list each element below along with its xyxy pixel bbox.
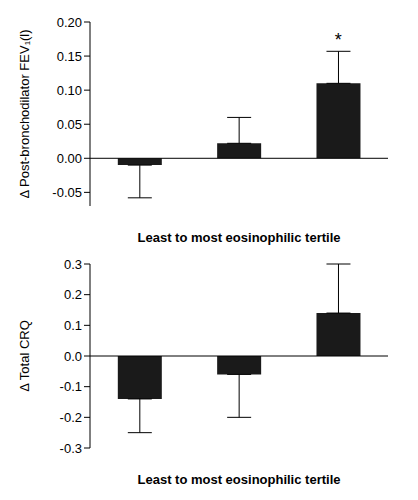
svg-text:0.10: 0.10 (57, 83, 82, 98)
svg-text:0.05: 0.05 (57, 117, 82, 132)
svg-text:0.0: 0.0 (64, 349, 82, 364)
svg-text:0.3: 0.3 (64, 257, 82, 272)
svg-text:-0.1: -0.1 (60, 379, 82, 394)
svg-text:Δ Total CRQ: Δ Total CRQ (17, 320, 32, 392)
svg-text:0.2: 0.2 (64, 287, 82, 302)
svg-text:-0.2: -0.2 (60, 410, 82, 425)
svg-text:-0.05: -0.05 (52, 185, 82, 200)
svg-text:*: * (335, 30, 342, 50)
svg-text:0.1: 0.1 (64, 318, 82, 333)
svg-text:0.15: 0.15 (57, 49, 82, 64)
svg-text:Least to most eosinophilic ter: Least to most eosinophilic tertile (138, 472, 341, 487)
svg-text:-0.3: -0.3 (60, 441, 82, 456)
svg-text:Least to most eosinophilic ter: Least to most eosinophilic tertile (138, 230, 341, 245)
svg-text:0.00: 0.00 (57, 151, 82, 166)
svg-text:0.20: 0.20 (57, 15, 82, 30)
svg-text:Δ Post-bronchodilator FEV₁(l): Δ Post-bronchodilator FEV₁(l) (17, 29, 32, 198)
